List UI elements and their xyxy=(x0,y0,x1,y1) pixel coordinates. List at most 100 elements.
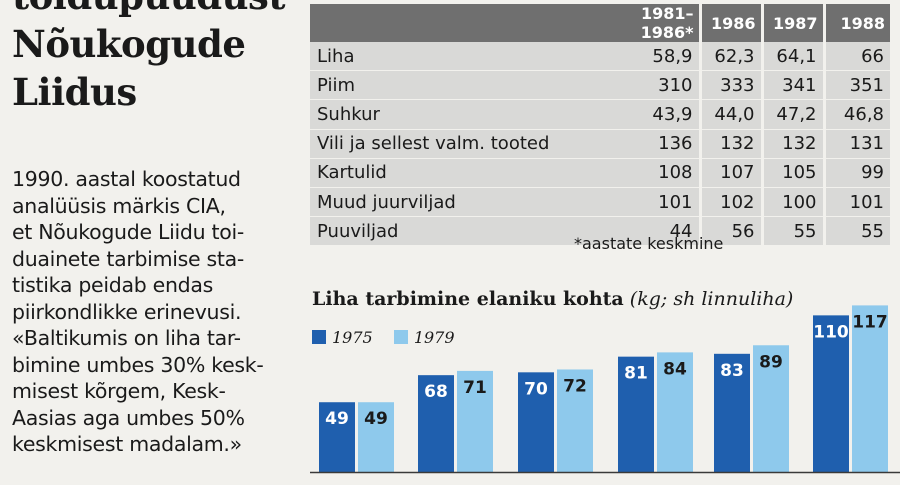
table-cell: 44,0 xyxy=(698,99,762,130)
table-row: Piim 310 333 341 351 xyxy=(310,70,890,101)
meat-consumption-bar-chart: 49 68 70 81 83 110 49 71 72 84 89 117 xyxy=(310,305,900,474)
table-cell: 132 xyxy=(760,129,824,159)
legend-label: 1975 xyxy=(332,327,373,347)
table-cell: 132 xyxy=(698,129,762,159)
data-label: 110 xyxy=(813,322,849,342)
table-cell: 108 xyxy=(600,158,700,188)
chart-title: Liha tarbimine elaniku kohta (kg; sh lin… xyxy=(312,288,793,310)
table-cell: 66 xyxy=(822,42,890,72)
table-cell: 105 xyxy=(760,158,824,188)
data-label: 89 xyxy=(759,352,783,372)
body-line: bimine umbes 30% kesk- xyxy=(12,352,264,377)
table-cell: 43,9 xyxy=(600,99,700,130)
chart-title-main: Liha tarbimine elaniku kohta xyxy=(312,288,624,310)
table-cell: 44 xyxy=(600,216,700,247)
table-cell: 56 xyxy=(698,216,762,247)
bar-1975 xyxy=(518,372,554,472)
row-label: Puuviljad xyxy=(310,216,600,247)
table-cell: 351 xyxy=(822,70,890,101)
body-line: 1990. aastal koostatud xyxy=(12,167,241,191)
table-header-row: 1981–1986* 1986 1987 1988 xyxy=(310,4,890,42)
table-cell: 58,9 xyxy=(600,42,700,72)
table-cell: 136 xyxy=(600,129,700,159)
body-line: et Nõukogude Liidu toi- xyxy=(12,220,244,244)
body-line: misest kõrgem, Kesk- xyxy=(12,379,226,403)
row-label: Vili ja sellest valm. tooted xyxy=(310,129,600,159)
table-row: Kartulid 108 107 105 99 xyxy=(310,158,890,188)
consumption-table: 1981–1986* 1986 1987 1988 Liha 58,9 62,3… xyxy=(310,4,890,247)
body-line: tistika peidab endas xyxy=(12,273,214,297)
legend-item-1979: 1979 xyxy=(393,327,455,347)
bar-1979 xyxy=(657,352,693,472)
bar-1975 xyxy=(618,356,654,472)
bar-1979 xyxy=(753,345,789,472)
legend-swatch-1979 xyxy=(393,330,408,344)
legend-label: 1979 xyxy=(413,327,455,347)
column-header: 1987 xyxy=(760,4,824,42)
column-header: 1988 xyxy=(822,4,890,42)
table-cell: 310 xyxy=(600,70,700,101)
row-label: Muud juurviljad xyxy=(310,187,600,218)
table-cell: 47,2 xyxy=(760,99,824,130)
legend-swatch-1975 xyxy=(312,330,326,344)
bar-1975 xyxy=(418,375,454,472)
table-cell: 99 xyxy=(822,158,890,188)
table-cell: 101 xyxy=(822,187,890,218)
legend-item-1975: 1975 xyxy=(312,327,373,347)
body-line: analüüsis märkis CIA, xyxy=(12,193,226,218)
body-line: duainete tarbimise sta- xyxy=(12,246,245,271)
table-row: Liha 58,9 62,3 64,1 66 xyxy=(310,42,890,72)
body-line: «Baltikumis on liha tar- xyxy=(12,326,241,350)
data-label: 72 xyxy=(563,376,587,396)
body-line: keskmisest madalam.» xyxy=(12,432,242,456)
table-cell: 341 xyxy=(760,70,824,101)
table-cell: 55 xyxy=(760,216,824,247)
table-cell: 55 xyxy=(822,216,890,247)
data-label: 49 xyxy=(364,409,388,429)
table-row: Puuviljad 44 56 55 55 xyxy=(310,216,890,247)
data-label: 71 xyxy=(463,378,487,398)
table-cell: 46,8 xyxy=(822,99,890,130)
row-label: Kartulid xyxy=(310,158,600,188)
table-cell: 131 xyxy=(822,129,890,159)
table-row: Suhkur 43,9 44,0 47,2 46,8 xyxy=(310,99,890,130)
bar-1975 xyxy=(319,402,355,472)
data-label: 68 xyxy=(424,382,448,402)
table-cell: 102 xyxy=(698,187,762,218)
bar-1975 xyxy=(813,315,849,472)
chart-title-unit: (kg; sh linnuliha) xyxy=(629,288,794,310)
data-label: 83 xyxy=(720,361,744,381)
headline-line: toidupuudust xyxy=(12,0,285,20)
data-label: 81 xyxy=(624,364,648,384)
column-header: 1986 xyxy=(698,4,762,42)
table-cell: 64,1 xyxy=(760,42,824,72)
body-line: piirkondlikke erinevusi. xyxy=(12,299,242,324)
headline: toidupuudust Nõukogude Liidus xyxy=(12,0,285,116)
bar-1979 xyxy=(358,402,394,472)
headline-line: Liidus xyxy=(12,70,137,114)
table-footnote: *aastate keskmine xyxy=(574,234,724,253)
bar-1979 xyxy=(457,370,493,472)
column-header: 1981–1986* xyxy=(600,4,700,42)
row-label: Suhkur xyxy=(310,99,600,130)
article-column: toidupuudust Nõukogude Liidus 1990. aast… xyxy=(0,0,300,485)
table-row: Vili ja sellest valm. tooted 136 132 132… xyxy=(310,129,890,159)
consumption-table-wrap: 1981–1986* 1986 1987 1988 Liha 58,9 62,3… xyxy=(310,4,890,247)
column-header xyxy=(310,4,600,42)
table-cell: 100 xyxy=(760,187,824,218)
data-label: 49 xyxy=(325,409,349,429)
bar-1975 xyxy=(714,353,750,472)
bar-1979 xyxy=(852,305,888,472)
table-cell: 62,3 xyxy=(698,42,762,72)
headline-line: Nõukogude xyxy=(12,22,246,66)
article-body: 1990. aastal koostatud analüüsis märkis … xyxy=(12,166,264,458)
row-label: Liha xyxy=(310,42,600,72)
data-label: 117 xyxy=(852,312,888,332)
table-cell: 101 xyxy=(600,187,700,218)
row-label: Piim xyxy=(310,70,600,101)
table-cell: 107 xyxy=(698,158,762,188)
bar-1979 xyxy=(557,369,593,472)
body-line: Aasias aga umbes 50% xyxy=(12,405,245,430)
table-row: Muud juurviljad 101 102 100 101 xyxy=(310,187,890,218)
table-cell: 333 xyxy=(698,70,762,101)
